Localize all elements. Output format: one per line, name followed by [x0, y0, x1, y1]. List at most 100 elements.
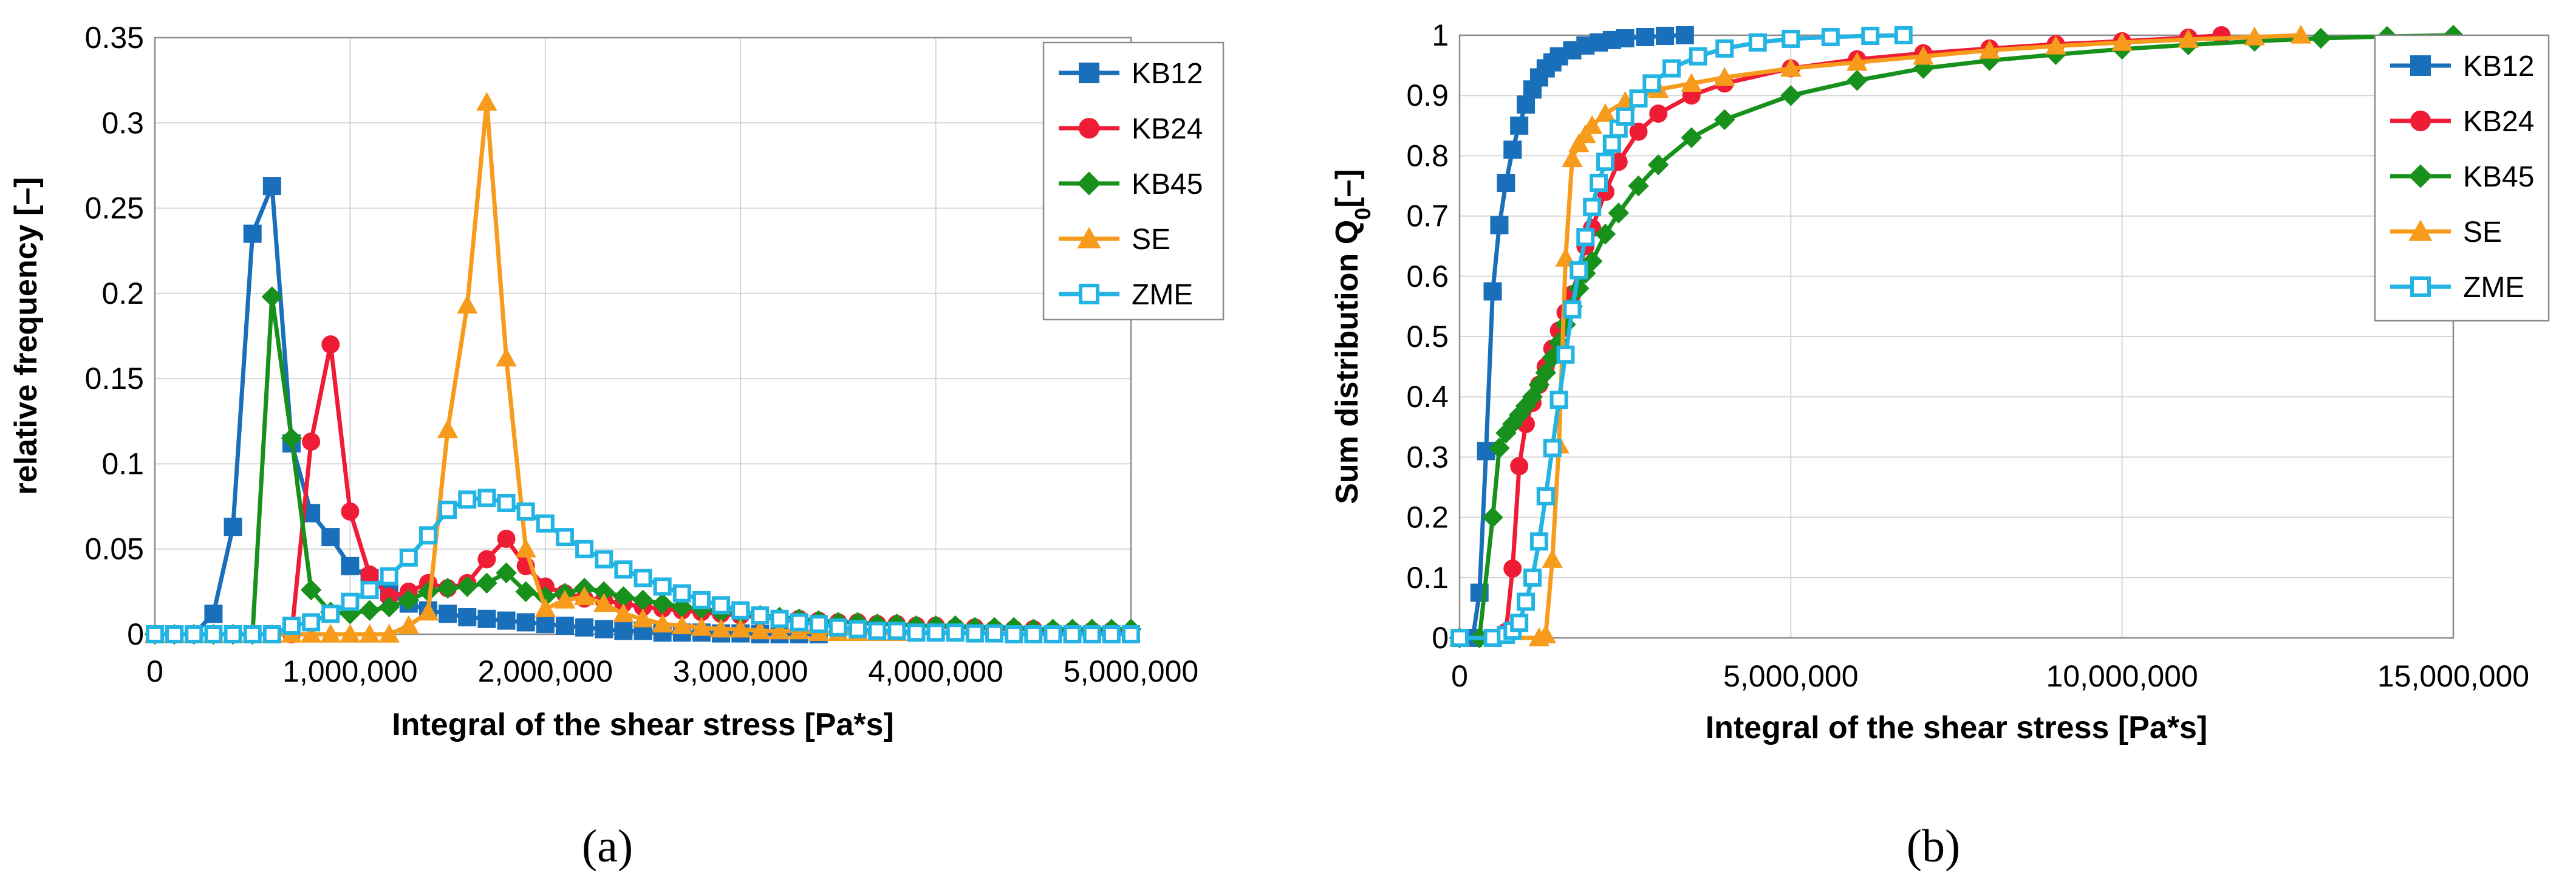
chart-a-point-zme-17	[477, 488, 496, 507]
chart-b-point-kb12-22	[1675, 26, 1694, 44]
chart-b-point-zme-26	[1748, 33, 1767, 52]
chart-a-point-kb12-5	[243, 224, 262, 243]
chart-a-point-se-25	[632, 608, 654, 628]
chart-a-legend-label-zme: ZME	[1132, 279, 1193, 311]
chart-a-point-kb45-11	[359, 600, 380, 621]
chart-a-point-se-27	[671, 615, 693, 634]
chart-b-legend: KB12 KB24 KB45 SE ZME	[2374, 34, 2550, 322]
chart-a-point-zme-45	[1024, 625, 1043, 643]
chart-b-point-zme-9	[1543, 439, 1562, 457]
chart-b-point-zme-27	[1782, 29, 1800, 48]
chart-a-point-zme-27	[672, 584, 691, 603]
chart-b-point-kb12-20	[1636, 27, 1655, 46]
chart-a-point-kb12-6	[262, 177, 281, 196]
chart-a-point-se-22	[573, 586, 595, 606]
chart-b-point-se-3	[1542, 549, 1563, 568]
chart-a-ytick-label-5: 0.25	[85, 191, 144, 225]
chart-b-legend-marker-kb45	[2408, 164, 2433, 188]
chart-b-point-zme-13	[1570, 261, 1588, 279]
chart-a-legend-label-kb12: KB12	[1132, 58, 1203, 90]
chart-a-ytick-label-2: 0.1	[101, 447, 144, 481]
chart-a-xtick-label-1: 1,000,000	[282, 654, 417, 688]
chart-a-legend-item-kb12: KB12	[1059, 58, 1203, 90]
chart-b-point-zme-15	[1583, 197, 1602, 216]
chart-b-point-kb12-6	[1497, 174, 1515, 193]
chart-a-point-se-19	[515, 538, 536, 558]
chart-a-point-kb12-22	[575, 618, 594, 637]
chart-a-point-se-10	[340, 623, 361, 643]
chart-a-point-se-21	[554, 589, 576, 609]
chart-b-point-se-18	[1979, 39, 2000, 59]
chart-a-point-se-9	[320, 623, 341, 643]
chart-a-point-zme-15	[439, 501, 457, 519]
chart-a-point-zme-29	[712, 596, 731, 615]
chart-a-point-zme-43	[985, 624, 1004, 643]
chart-b-point-se-20	[2111, 32, 2133, 51]
chart-a-point-se-15	[437, 419, 459, 439]
chart-b-ytick-label-8: 0.8	[1406, 139, 1449, 173]
chart-a-point-kb45-25	[632, 589, 654, 611]
chart-a-point-zme-37	[868, 622, 887, 640]
chart-b-point-se-15	[1780, 58, 1802, 77]
chart-b-xtick-label-0: 0	[1451, 659, 1468, 693]
chart-b-point-kb45-2	[1482, 507, 1503, 528]
chart-a-point-zme-23	[595, 550, 613, 569]
chart-a-point-zme-3	[204, 625, 223, 643]
chart-b-point-zme-16	[1590, 174, 1608, 193]
chart-a-point-kb24-10	[341, 502, 360, 521]
chart-b-legend-item-se: SE	[2390, 216, 2502, 248]
chart-a-point-zme-0	[146, 625, 164, 643]
chart-b-point-se-2	[1535, 624, 1557, 643]
chart-b-legend-item-kb12: KB12	[2390, 50, 2534, 83]
chart-a-ytick-label-1: 0.05	[85, 532, 144, 566]
chart-b-point-kb45-25	[1847, 70, 1868, 91]
chart-a-point-kb45-24	[613, 586, 634, 608]
chart-b-point-kb45-21	[1647, 154, 1669, 176]
chart-b-point-se-6	[1562, 148, 1583, 168]
chart-a-point-kb24-8	[302, 432, 321, 451]
chart-a-point-zme-50	[1122, 625, 1140, 643]
chart-b-legend-label-kb45: KB45	[2463, 161, 2534, 193]
chart-a-legend-box	[1042, 41, 1225, 321]
chart-b-legend-label-kb24: KB24	[2463, 106, 2534, 138]
chart-b-point-se-21	[2178, 29, 2199, 48]
chart-b-point-se-9	[1581, 115, 1603, 134]
chart-a-legend-item-kb24: KB24	[1059, 113, 1203, 145]
chart-b-point-zme-7	[1529, 532, 1548, 551]
chart-b-point-zme-18	[1602, 134, 1621, 153]
chart-b: 0 0.1 0.2 0.3 0.4 0.5 0.6 0.7 0.8 0.9 1 0 5,000,000 1…	[1330, 18, 2550, 745]
chart-b-ytick-label-5: 0.5	[1406, 320, 1449, 354]
chart-a-point-se-26	[652, 613, 673, 632]
chart-a-ytick-label-6: 0.3	[101, 106, 144, 140]
chart-b-xtick-label-3: 15,000,000	[2377, 659, 2529, 693]
chart-a-point-zme-31	[751, 606, 770, 625]
chart-b-point-zme-11	[1556, 345, 1575, 364]
chart-a-point-se-24	[613, 603, 634, 623]
chart-a-point-zme-41	[946, 623, 965, 642]
chart-b-point-kb12-4	[1483, 282, 1502, 301]
chart-a-point-zme-46	[1044, 625, 1062, 643]
chart-b-point-kb24-4	[1510, 457, 1529, 476]
chart-a-point-kb45-13	[398, 589, 420, 611]
chart-a-point-kb24-18	[497, 529, 516, 548]
chart-a-point-zme-7	[282, 616, 301, 635]
chart-a-ytick-label-7: 0.35	[85, 21, 144, 55]
chart-b-legend-marker-kb24	[2410, 111, 2431, 131]
chart-a-legend-marker-se	[1077, 227, 1101, 248]
chart-b-point-kb24-18	[1629, 122, 1648, 141]
chart-a-point-zme-18	[497, 493, 516, 512]
chart-a-legend-marker-kb24	[1079, 118, 1099, 139]
chart-a-point-zme-32	[770, 609, 789, 628]
chart-b-ytick-label-1: 0.1	[1406, 561, 1449, 595]
chart-b-point-kb45-20	[1628, 175, 1649, 197]
chart-b-point-zme-22	[1642, 74, 1661, 93]
chart-b-yaxis-title: Sum distribution Q0[–]	[1330, 169, 1375, 504]
chart-a-point-zme-1	[165, 625, 184, 643]
chart-a-point-se-13	[398, 615, 420, 634]
chart-a-point-zme-39	[907, 623, 926, 642]
chart-b-point-se-22	[2244, 26, 2266, 46]
chart-a-point-kb12-4	[224, 518, 242, 536]
chart-a-point-kb45-6	[261, 286, 283, 307]
chart-a-point-zme-10	[341, 592, 360, 611]
